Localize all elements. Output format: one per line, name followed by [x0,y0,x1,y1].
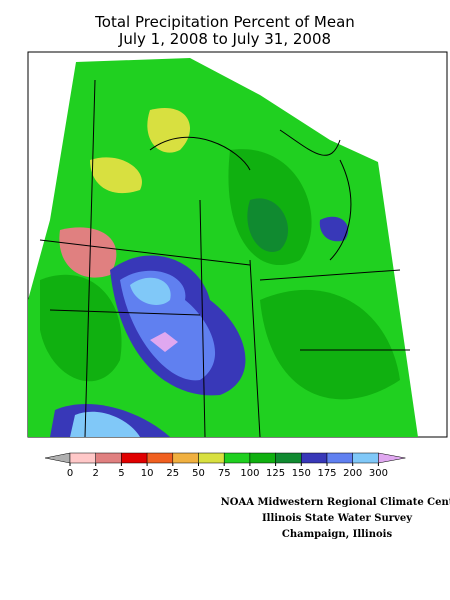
legend-swatch [69,452,96,464]
credit-line: Illinois State Water Survey [262,513,413,524]
legend-tick-label: 0 [67,468,73,479]
legend-tick-label: 175 [317,468,336,479]
credit-line: Champaign, Illinois [282,529,393,540]
legend-tick-label: 2 [93,468,99,479]
legend-swatch [301,452,328,464]
legend-tick-label: 5 [118,468,124,479]
legend-tick-label: 125 [266,468,285,479]
legend-tick-label: 10 [141,468,154,479]
legend-over [378,452,406,464]
legend-tick-label: 50 [192,468,205,479]
legend-swatch [275,452,302,464]
boundaries [39,79,410,438]
legend-swatch [223,452,251,464]
legend-tick-label: 150 [292,468,311,479]
credit-line: NOAA Midwestern Regional Climate Cent [221,497,450,508]
title-line: July 1, 2008 to July 31, 2008 [118,30,331,48]
legend-tick-label: 100 [240,468,259,479]
map [27,51,448,438]
precip-field [28,58,418,437]
legend-swatch [249,452,276,464]
legend-swatch [198,452,225,464]
legend-tick-label: 25 [166,468,179,479]
legend-tick-label: 300 [369,468,388,479]
legend: 0 2 5 10 25 50 75 100 125 150 175 200 300 [44,452,406,479]
legend-tick-label: 75 [218,468,231,479]
legend-swatch [352,452,379,464]
legend-swatch [121,452,148,464]
legend-swatch [95,452,122,464]
legend-swatch [146,452,174,464]
legend-under [44,452,71,464]
legend-tick-label: 200 [343,468,362,479]
legend-swatch [326,452,353,464]
legend-swatch [172,452,199,464]
title-line: Total Precipitation Percent of Mean [94,13,355,31]
